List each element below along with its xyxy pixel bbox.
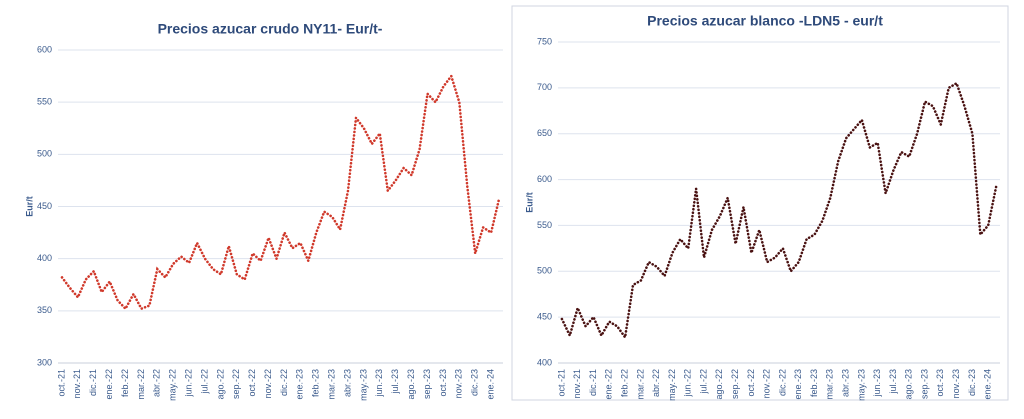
- y-tick-label: 600: [37, 44, 52, 54]
- y-tick-label: 550: [37, 97, 52, 107]
- x-tick-label: nov.-22: [263, 369, 273, 398]
- y-tick-label: 400: [537, 357, 552, 367]
- x-tick-label: oct.-21: [556, 369, 566, 397]
- chart-title: Precios azucar blanco -LDN5 - eur/t: [647, 13, 883, 29]
- x-tick-label: nov.-23: [951, 369, 961, 398]
- x-tick-label: jun.-23: [374, 369, 384, 398]
- x-tick-label: jun.-22: [183, 369, 193, 398]
- x-tick-label: oct.-22: [746, 369, 756, 397]
- x-tick-label: abr.-23: [840, 369, 850, 397]
- x-tick-label: jun.-23: [872, 369, 882, 398]
- x-tick-label: oct.-23: [935, 369, 945, 397]
- chart-frame: [511, 5, 1009, 401]
- chart-title: Precios azucar crudo NY11- Eur/t-: [158, 21, 383, 37]
- y-tick-label: 350: [37, 305, 52, 315]
- x-tick-label: may.-23: [856, 369, 866, 401]
- y-tick-label: 500: [537, 266, 552, 276]
- x-tick-label: sep.-22: [730, 369, 740, 399]
- x-tick-label: sep.-22: [231, 369, 241, 399]
- x-tick-label: feb.-23: [311, 369, 321, 397]
- x-tick-label: abr.-22: [651, 369, 661, 397]
- x-tick-label: ago.-22: [215, 369, 225, 400]
- x-tick-label: mar.-23: [825, 369, 835, 400]
- x-tick-label: sep.-23: [919, 369, 929, 399]
- x-tick-label: mar.-22: [136, 369, 146, 400]
- x-tick-label: sep.-23: [422, 369, 432, 399]
- x-tick-label: jun.-22: [683, 369, 693, 398]
- y-tick-label: 400: [37, 253, 52, 263]
- y-tick-label: 700: [537, 82, 552, 92]
- x-tick-label: may.-22: [168, 369, 178, 401]
- x-tick-label: jul.-22: [199, 369, 209, 395]
- x-tick-label: oct.-23: [438, 369, 448, 397]
- x-tick-label: dic.-22: [279, 369, 289, 396]
- x-tick-label: feb.-23: [809, 369, 819, 397]
- y-tick-label: 650: [537, 128, 552, 138]
- x-tick-label: dic.-22: [777, 369, 787, 396]
- x-tick-label: dic.-21: [88, 369, 98, 396]
- x-tick-label: ene.-23: [295, 369, 305, 400]
- y-axis-label: Eur/t: [24, 196, 34, 217]
- y-tick-label: 500: [37, 149, 52, 159]
- x-tick-label: ene.-22: [104, 369, 114, 400]
- x-tick-label: oct.-21: [56, 369, 66, 397]
- x-tick-label: nov.-23: [454, 369, 464, 398]
- x-tick-label: abr.-22: [152, 369, 162, 397]
- y-tick-label: 300: [37, 357, 52, 367]
- x-tick-label: ene.-24: [485, 369, 495, 400]
- x-tick-label: ago.-22: [714, 369, 724, 400]
- y-tick-label: 450: [37, 201, 52, 211]
- x-tick-label: jul.-23: [390, 369, 400, 395]
- y-tick-label: 450: [537, 312, 552, 322]
- x-tick-label: feb.-22: [120, 369, 130, 397]
- x-tick-label: jul.-22: [698, 369, 708, 395]
- x-tick-label: may.-22: [667, 369, 677, 401]
- x-tick-label: nov.-21: [572, 369, 582, 398]
- x-tick-label: nov.-21: [72, 369, 82, 398]
- x-tick-label: dic.-23: [967, 369, 977, 396]
- x-tick-label: dic.-21: [588, 369, 598, 396]
- x-tick-label: nov.-22: [762, 369, 772, 398]
- x-tick-label: dic.-23: [470, 369, 480, 396]
- x-tick-label: feb.-22: [619, 369, 629, 397]
- y-tick-label: 550: [537, 220, 552, 230]
- y-axis-label: Eur/t: [524, 192, 534, 213]
- x-tick-label: abr.-23: [342, 369, 352, 397]
- x-tick-label: ago.-23: [904, 369, 914, 400]
- x-tick-label: mar.-23: [327, 369, 337, 400]
- x-tick-label: may.-23: [358, 369, 368, 401]
- price-line: [560, 81, 998, 341]
- x-tick-label: ago.-23: [406, 369, 416, 400]
- x-tick-label: ene.-24: [983, 369, 993, 400]
- y-tick-label: 750: [537, 36, 552, 46]
- x-tick-label: mar.-22: [635, 369, 645, 400]
- x-tick-label: ene.-22: [604, 369, 614, 400]
- x-tick-label: ene.-23: [793, 369, 803, 400]
- x-tick-label: oct.-22: [247, 369, 257, 397]
- price-line: [60, 73, 501, 311]
- y-tick-label: 600: [537, 174, 552, 184]
- x-tick-label: jul.-23: [888, 369, 898, 395]
